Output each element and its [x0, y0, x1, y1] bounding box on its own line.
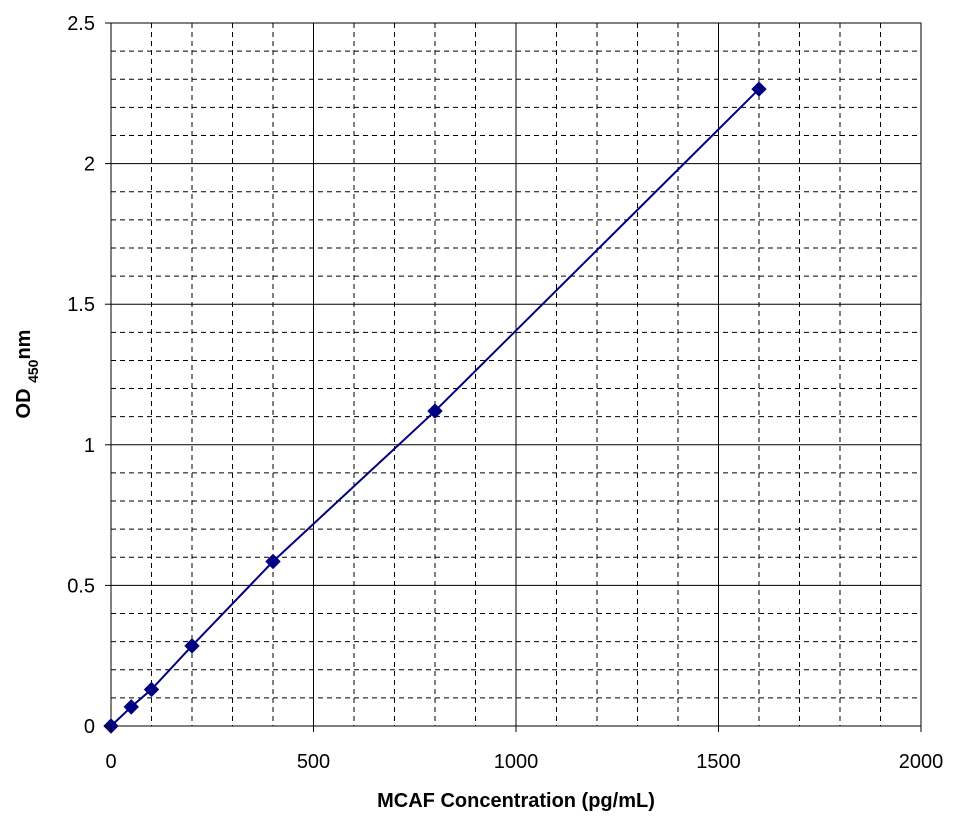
- y-tick-label: 2.5: [67, 13, 95, 35]
- x-tick-label: 1500: [696, 751, 741, 773]
- y-axis-title-main: OD: [13, 383, 35, 419]
- y-tick-label: 1: [84, 435, 95, 457]
- data-point-marker: [184, 638, 200, 654]
- x-tick-label: 2000: [899, 751, 944, 773]
- data-point-marker: [265, 553, 281, 570]
- y-tick-label: 0: [84, 716, 95, 738]
- grid: [111, 23, 921, 726]
- data-point-marker: [123, 699, 139, 715]
- y-axis-title-unit: nm: [13, 330, 35, 360]
- data-point-marker: [427, 403, 443, 419]
- y-tick-label: 1.5: [67, 294, 95, 316]
- y-tick-label: 2: [84, 154, 95, 176]
- x-tick-label: 500: [297, 751, 330, 773]
- tick-labels: 0 500 1000 1500 2000 0 0.5 1 1.5 2 2.5: [67, 13, 943, 773]
- y-axis-title-subscript: 450: [25, 359, 41, 383]
- data-point-marker: [143, 681, 160, 698]
- x-tick-label: 0: [105, 751, 116, 773]
- x-tick-label: 1000: [494, 751, 539, 773]
- data-point-marker: [751, 81, 767, 97]
- series-group: [103, 81, 767, 734]
- y-tick-label: 0.5: [67, 575, 95, 597]
- y-axis-title: OD 450nm: [13, 330, 41, 419]
- x-axis-title: MCAF Concentration (pg/mL): [377, 790, 655, 812]
